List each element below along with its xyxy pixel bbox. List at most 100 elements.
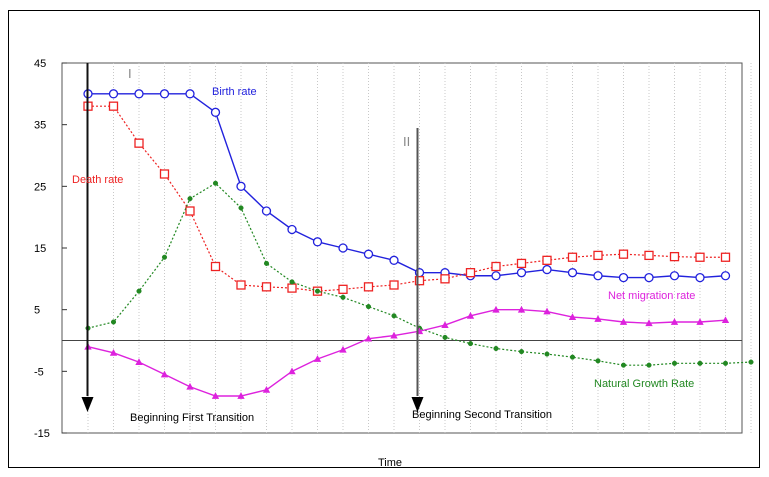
data-point bbox=[441, 321, 449, 328]
y-tick-label: 15 bbox=[34, 243, 46, 255]
data-point bbox=[491, 271, 501, 281]
data-point bbox=[491, 261, 501, 272]
data-point bbox=[185, 206, 195, 216]
data-point bbox=[619, 318, 628, 325]
data-point bbox=[187, 196, 193, 202]
series-group bbox=[83, 89, 754, 399]
data-point bbox=[261, 206, 272, 216]
data-point bbox=[390, 331, 398, 339]
data-point bbox=[618, 249, 629, 259]
data-point bbox=[261, 282, 272, 292]
annotation-label: Death rate bbox=[72, 174, 123, 186]
data-point bbox=[695, 252, 705, 262]
data-point bbox=[414, 276, 425, 286]
data-point bbox=[594, 315, 602, 322]
data-point bbox=[493, 345, 499, 352]
data-point bbox=[210, 107, 221, 117]
y-tick-label: -15 bbox=[34, 428, 50, 440]
data-point bbox=[391, 313, 397, 319]
data-point bbox=[110, 319, 117, 325]
transition-arrow-head bbox=[411, 397, 424, 412]
data-point bbox=[161, 254, 168, 260]
y-tick-label: 25 bbox=[34, 181, 46, 193]
data-point bbox=[645, 319, 653, 327]
transition-markers bbox=[81, 63, 424, 412]
data-point bbox=[159, 169, 170, 179]
annotation-label: Beginning Second Transition bbox=[412, 409, 552, 421]
data-point bbox=[160, 370, 169, 378]
data-point bbox=[644, 250, 654, 261]
data-point bbox=[669, 271, 680, 281]
data-point bbox=[748, 359, 754, 365]
data-point bbox=[542, 255, 552, 265]
data-point bbox=[363, 249, 374, 259]
data-point bbox=[670, 318, 679, 325]
data-point bbox=[721, 316, 730, 324]
data-point bbox=[134, 89, 144, 99]
data-point bbox=[671, 360, 678, 366]
plot-area bbox=[61, 62, 743, 434]
data-point bbox=[644, 272, 654, 283]
data-point bbox=[365, 304, 372, 310]
data-point bbox=[236, 181, 246, 191]
data-point bbox=[722, 360, 729, 366]
data-point bbox=[543, 307, 551, 315]
data-point bbox=[135, 358, 143, 365]
data-point bbox=[620, 362, 627, 368]
data-point bbox=[568, 313, 577, 320]
annotation-label: Birth rate bbox=[212, 86, 257, 98]
data-point bbox=[363, 282, 374, 292]
annotations: Birth rate Death rate Net migration rate Na… bbox=[72, 66, 695, 424]
data-point bbox=[542, 264, 552, 275]
data-point bbox=[669, 251, 680, 262]
data-point bbox=[389, 280, 399, 290]
data-point bbox=[442, 334, 448, 340]
data-point bbox=[211, 392, 220, 399]
data-point bbox=[136, 288, 142, 294]
data-point bbox=[389, 255, 399, 265]
data-point bbox=[567, 252, 578, 262]
data-point bbox=[159, 89, 170, 99]
y-tick-label: 35 bbox=[34, 120, 46, 132]
annotation-label: Beginning First Transition bbox=[130, 412, 254, 424]
data-point bbox=[263, 260, 270, 266]
data-point bbox=[516, 268, 527, 278]
data-point bbox=[312, 237, 323, 247]
y-tick-label: -5 bbox=[34, 366, 44, 378]
data-point bbox=[646, 362, 652, 368]
data-point bbox=[696, 318, 704, 325]
data-point bbox=[595, 358, 601, 364]
data-point bbox=[313, 355, 322, 362]
y-tick-label: 5 bbox=[34, 305, 40, 317]
data-point bbox=[593, 271, 603, 281]
data-point bbox=[338, 243, 348, 253]
data-point bbox=[108, 89, 119, 99]
data-point bbox=[567, 268, 578, 278]
data-point bbox=[236, 280, 246, 290]
data-point bbox=[720, 271, 731, 281]
data-point bbox=[238, 205, 244, 211]
data-point bbox=[516, 258, 527, 269]
data-point bbox=[109, 348, 118, 356]
data-point bbox=[289, 279, 295, 285]
data-point bbox=[339, 345, 347, 353]
annotation-label: I bbox=[128, 66, 132, 81]
data-point bbox=[544, 351, 550, 357]
data-point bbox=[287, 283, 297, 293]
annotation-label: Net migration rate bbox=[608, 290, 695, 302]
data-point bbox=[569, 354, 576, 360]
series-line bbox=[87, 308, 726, 397]
data-point bbox=[492, 305, 500, 313]
data-point bbox=[186, 382, 194, 390]
annotation-label: II bbox=[403, 134, 410, 149]
plot-border bbox=[61, 62, 743, 434]
data-point bbox=[364, 334, 373, 342]
data-point bbox=[338, 284, 348, 294]
data-point bbox=[185, 89, 195, 99]
data-point bbox=[695, 272, 705, 283]
data-point bbox=[517, 305, 526, 313]
data-point bbox=[593, 250, 603, 261]
y-tick-label: 45 bbox=[34, 58, 46, 70]
data-point bbox=[108, 101, 119, 111]
